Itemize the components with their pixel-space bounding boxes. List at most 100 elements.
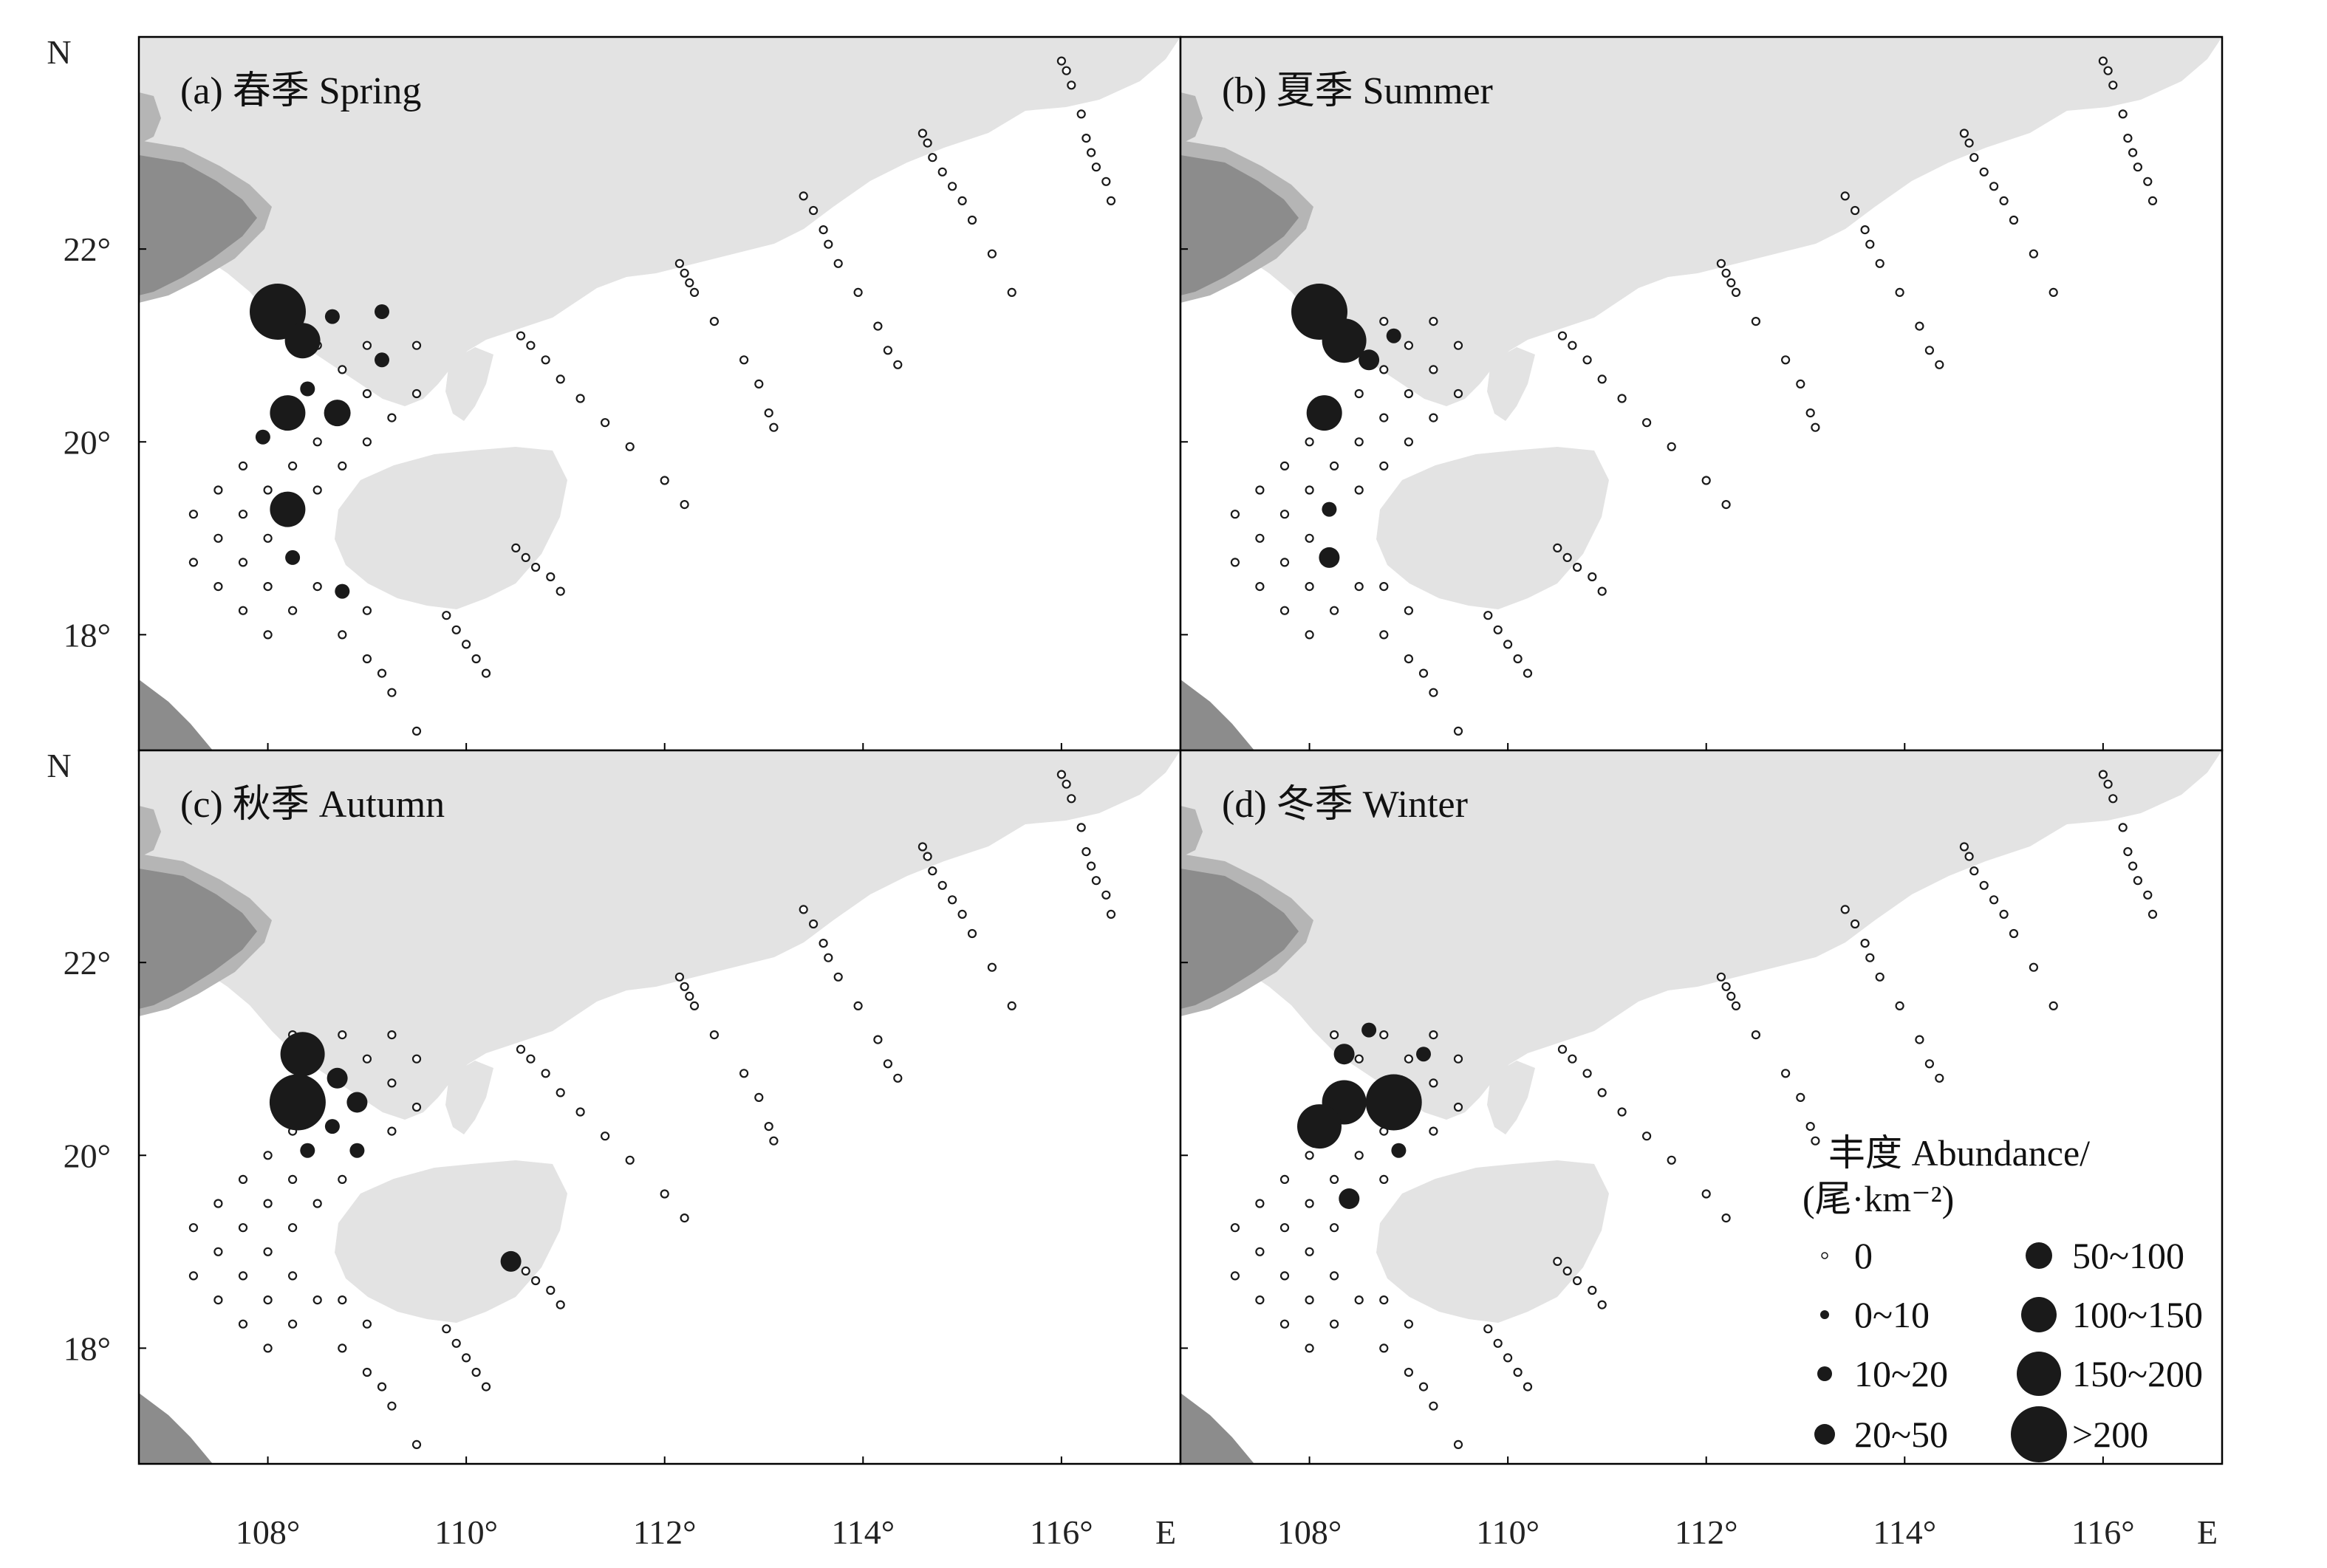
station-marker-zero <box>1617 1107 1627 1117</box>
station-marker-zero <box>1279 1271 1290 1281</box>
station-marker-zero <box>1483 611 1493 620</box>
station-marker-zero <box>213 1247 223 1256</box>
station-marker-zero <box>1850 919 1860 929</box>
station-marker-zero <box>516 1044 526 1054</box>
legend-class-label: 20~50 <box>1854 1414 1948 1455</box>
abundance-marker <box>1333 1044 1355 1065</box>
station-marker-zero <box>556 1300 565 1309</box>
lat-tick-label: 20° <box>64 423 111 461</box>
station-marker-zero <box>1557 331 1568 340</box>
station-marker-zero <box>2118 109 2128 119</box>
station-marker-zero <box>263 533 273 543</box>
station-marker-zero <box>987 962 997 972</box>
lon-tick-label: 110° <box>434 1513 498 1551</box>
station-marker-zero <box>288 1271 298 1281</box>
station-marker-zero <box>362 388 372 399</box>
legend-class-label: 100~150 <box>2072 1294 2203 1335</box>
station-marker-zero <box>238 1174 248 1185</box>
station-marker-zero <box>1279 1223 1290 1233</box>
station-marker-zero <box>1780 1069 1791 1078</box>
station-marker-zero <box>1895 1001 1904 1010</box>
station-marker-zero <box>2048 287 2058 297</box>
station-marker-zero <box>526 340 536 350</box>
station-marker-zero <box>1597 1088 1607 1098</box>
station-marker-zero <box>893 1073 903 1083</box>
lat-tick-label: 22° <box>64 230 111 268</box>
station-marker-zero <box>625 1155 635 1165</box>
station-marker-zero <box>1305 1343 1314 1353</box>
legend: 丰度 Abundance/(尾·km⁻²) 0 0~10 10~20 20~50 50~1… <box>1803 1132 2203 1462</box>
abundance-marker <box>375 352 389 368</box>
station-marker-zero <box>1811 1136 1820 1146</box>
station-marker-zero <box>1523 668 1533 678</box>
abundance-marker <box>255 429 270 445</box>
legend-marker <box>1820 1310 1829 1319</box>
station-marker-zero <box>481 1382 491 1391</box>
north-axis-letter: N <box>47 747 71 784</box>
station-marker-zero <box>1875 972 1885 982</box>
station-marker-zero <box>1354 437 1364 447</box>
abundance-marker <box>300 381 315 397</box>
station-marker-zero <box>1959 842 1969 852</box>
station-marker-zero <box>2103 66 2113 75</box>
station-marker-zero <box>1082 134 1091 143</box>
station-marker-zero <box>338 461 347 471</box>
panel-frame <box>1179 749 2224 1465</box>
station-marker-zero <box>1305 581 1314 592</box>
station-marker-zero <box>1330 606 1339 615</box>
station-marker-zero <box>709 317 720 326</box>
station-marker-zero <box>530 562 541 572</box>
abundance-marker <box>324 1119 340 1134</box>
abundance-marker <box>1386 328 1401 343</box>
station-marker-zero <box>541 355 550 365</box>
station-marker-zero <box>1959 129 1969 138</box>
station-marker-zero <box>2098 56 2108 66</box>
station-marker-zero <box>1811 422 1820 432</box>
station-marker-zero <box>739 1069 749 1078</box>
station-marker-zero <box>1989 182 1999 191</box>
station-marker-zero <box>1503 1353 1513 1363</box>
abundance-marker <box>300 1143 315 1158</box>
station-marker-zero <box>709 1030 720 1040</box>
station-marker-zero <box>764 1122 773 1132</box>
station-marker-zero <box>213 485 223 495</box>
station-marker-zero <box>1568 1054 1577 1064</box>
station-marker-zero <box>1597 1300 1607 1309</box>
abundance-marker <box>1319 547 1340 568</box>
station-marker-zero <box>312 1295 322 1305</box>
station-marker-zero <box>1989 895 1999 905</box>
station-marker-zero <box>1305 485 1314 495</box>
station-marker-zero <box>1076 109 1086 119</box>
station-marker-zero <box>1453 1439 1463 1450</box>
abundance-marker <box>270 491 306 527</box>
station-marker-zero <box>516 331 526 340</box>
station-marker-zero <box>1255 485 1265 495</box>
station-marker-zero <box>967 215 977 225</box>
station-marker-zero <box>1429 1030 1438 1040</box>
station-marker-zero <box>263 630 273 640</box>
station-marker-zero <box>1106 196 1116 205</box>
station-marker-zero <box>833 259 843 268</box>
station-marker-zero <box>263 1343 273 1353</box>
station-marker-zero <box>1865 953 1875 962</box>
station-marker-zero <box>799 905 808 914</box>
station-marker-zero <box>263 1151 273 1160</box>
station-marker-zero <box>680 268 689 278</box>
station-marker-zero <box>546 572 556 582</box>
station-marker-zero <box>338 1030 347 1040</box>
station-marker-zero <box>1840 905 1850 914</box>
station-marker-zero <box>213 1295 223 1305</box>
station-marker-zero <box>764 408 773 418</box>
station-marker-zero <box>312 1199 322 1208</box>
station-marker-zero <box>1404 1367 1413 1377</box>
station-marker-zero <box>188 1223 199 1233</box>
station-marker-zero <box>312 581 322 592</box>
legend-class-label: >200 <box>2072 1414 2148 1455</box>
station-marker-zero <box>1404 340 1413 350</box>
station-marker-zero <box>1780 355 1791 365</box>
station-marker-zero <box>1726 278 1736 287</box>
station-marker-zero <box>967 928 977 939</box>
station-marker-zero <box>808 919 819 929</box>
station-marker-zero <box>1404 388 1413 399</box>
